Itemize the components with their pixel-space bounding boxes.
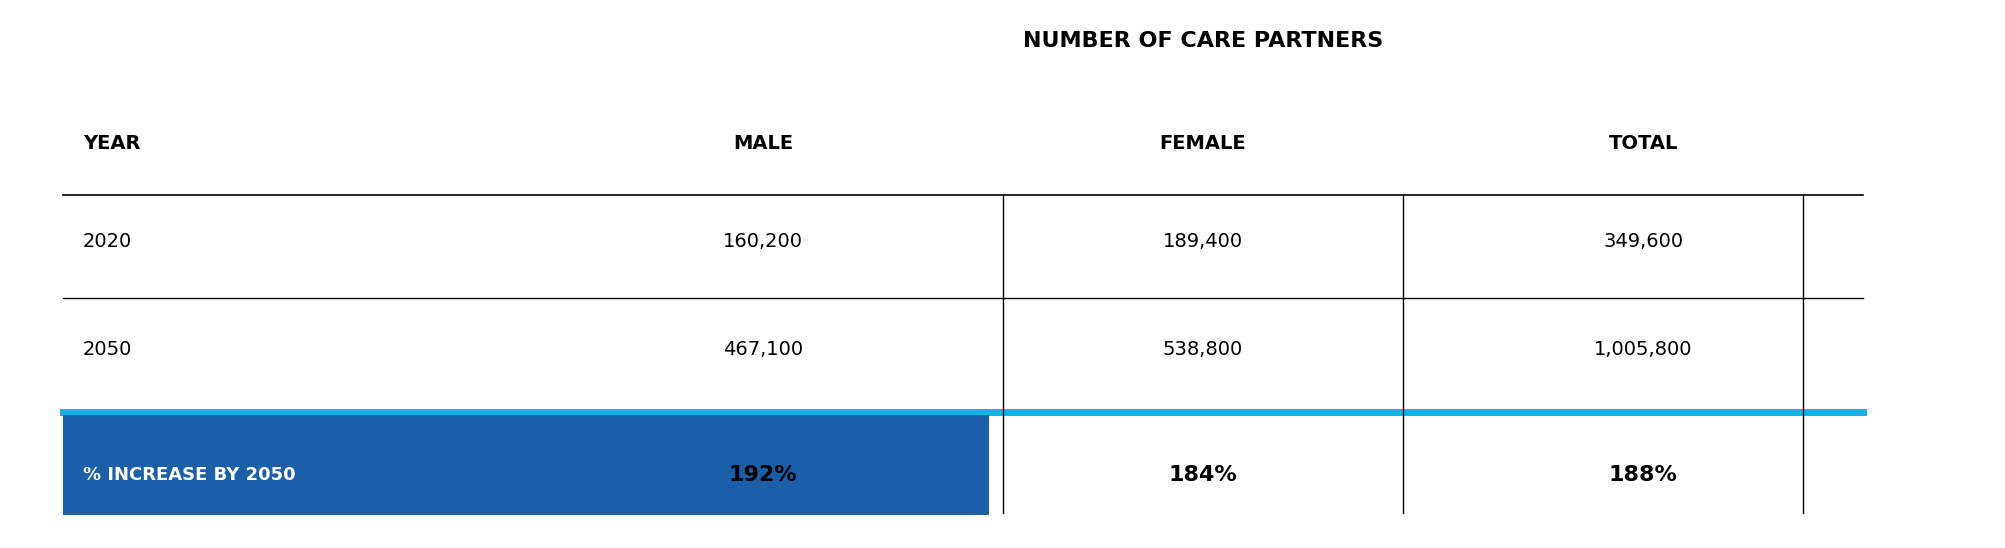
Text: 184%: 184% [1169,465,1237,484]
Text: 192%: 192% [728,465,796,484]
Text: 1,005,800: 1,005,800 [1594,340,1692,359]
Text: 189,400: 189,400 [1163,232,1243,251]
Text: 2050: 2050 [82,340,132,359]
Text: 349,600: 349,600 [1602,232,1682,251]
Text: YEAR: YEAR [82,134,140,153]
Text: 538,800: 538,800 [1163,340,1243,359]
Text: % INCREASE BY 2050: % INCREASE BY 2050 [82,466,295,484]
Text: 160,200: 160,200 [722,232,802,251]
Text: TOTAL: TOTAL [1608,134,1676,153]
Text: 2020: 2020 [82,232,132,251]
Text: NUMBER OF CARE PARTNERS: NUMBER OF CARE PARTNERS [1023,31,1383,51]
Text: 188%: 188% [1608,465,1676,484]
Text: FEMALE: FEMALE [1159,134,1245,153]
Text: MALE: MALE [732,134,792,153]
FancyBboxPatch shape [62,415,988,515]
Text: 467,100: 467,100 [722,340,802,359]
